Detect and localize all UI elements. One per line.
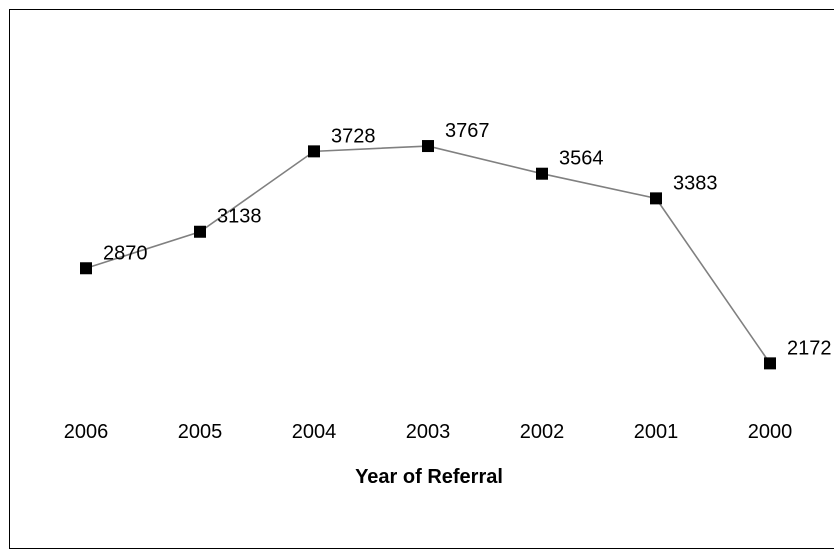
chart-frame — [9, 9, 834, 549]
data-label: 2172 — [787, 337, 832, 359]
x-tick-label: 2003 — [406, 421, 451, 443]
data-label: 3564 — [559, 148, 604, 170]
x-tick-label: 2001 — [634, 421, 679, 443]
data-label: 3728 — [331, 125, 376, 147]
series-line — [85, 145, 771, 364]
data-label: 3383 — [673, 172, 718, 194]
data-point-marker — [308, 145, 320, 158]
x-tick-label: 2005 — [178, 421, 223, 443]
data-label: 3767 — [445, 120, 490, 142]
x-tick-label: 2000 — [748, 421, 793, 443]
x-tick-layer: 2006 2005 2004 2003 2002 2001 2000 — [64, 421, 793, 443]
data-point-marker — [80, 262, 92, 275]
data-point-marker — [650, 192, 662, 205]
data-point-marker — [422, 140, 434, 153]
marker-layer — [80, 140, 776, 370]
series-line-layer — [85, 145, 771, 364]
data-point-marker — [536, 167, 548, 180]
data-label: 2870 — [103, 242, 148, 264]
x-tick-label: 2004 — [292, 421, 337, 443]
data-label-layer: 2870 3138 3728 3767 3564 3383 2172 — [103, 120, 832, 359]
data-point-marker — [764, 357, 776, 370]
data-label: 3138 — [217, 206, 262, 228]
x-tick-label: 2006 — [64, 421, 109, 443]
x-axis-title: Year of Referral — [355, 466, 503, 488]
data-point-marker — [194, 225, 206, 238]
x-tick-label: 2002 — [520, 421, 565, 443]
